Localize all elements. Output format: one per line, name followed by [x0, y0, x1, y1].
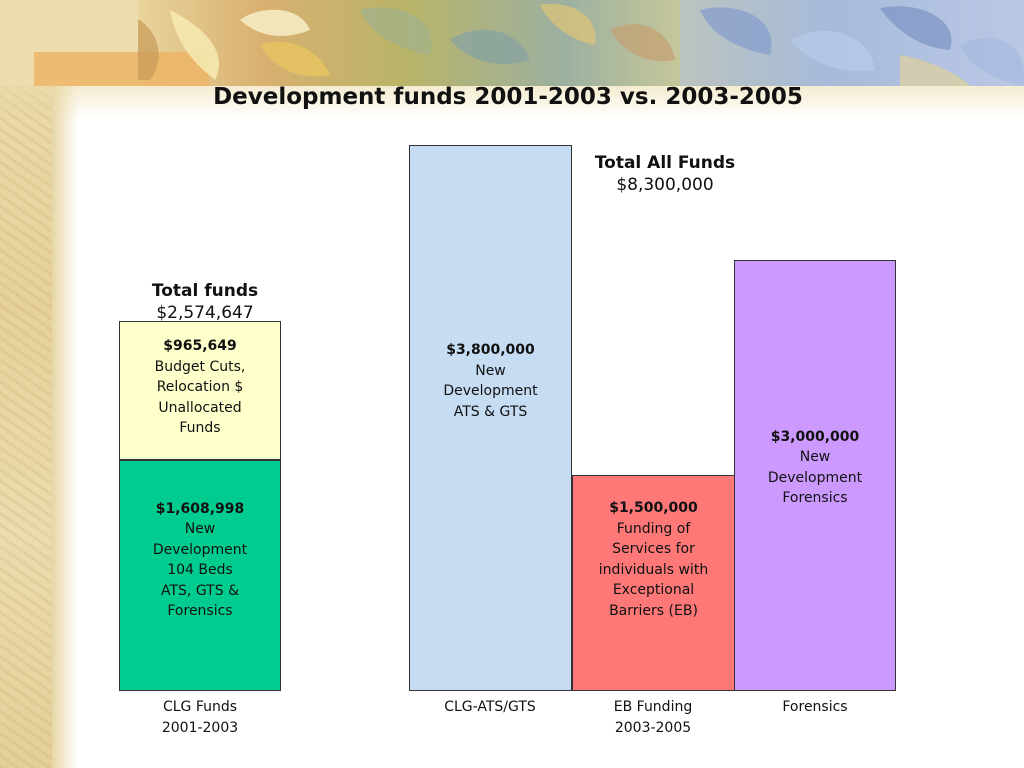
parchment-border — [0, 0, 52, 768]
bar-segment-5: $3,000,000 New Development Forensics — [734, 259, 896, 691]
bar-segment-text: $1,608,998 New Development 104 Beds ATS, … — [120, 461, 280, 622]
x-tick-label-2: CLG-ATS/GTS — [444, 699, 536, 715]
parchment-fade — [52, 0, 78, 768]
bar-segment-1: $1,608,998 New Development 104 Beds ATS, … — [119, 459, 281, 691]
data-label-description: New Development 104 Beds ATS, GTS & Fore… — [152, 521, 248, 620]
data-label-value: $965,649 — [163, 338, 237, 355]
bar-segment-2: $965,649 Budget Cuts, Relocation $ Unallo… — [119, 321, 281, 460]
data-label-description: New Development Forensics — [767, 449, 863, 507]
data-label-value: $3,000,000 — [770, 428, 860, 445]
data-label-description: New Development ATS & GTS — [443, 362, 538, 420]
total-value: $2,574,647 — [156, 303, 254, 323]
banner-fade — [0, 86, 1024, 120]
data-label-description: Budget Cuts, Relocation $ Unallocated Fu… — [154, 358, 246, 437]
data-label-value: $1,500,000 — [609, 500, 698, 517]
bar-segment-text: $3,000,000 New Development Forensics — [735, 261, 895, 509]
data-label-description: Funding of Services for individuals with… — [598, 520, 709, 619]
bar-segment-text: $965,649 Budget Cuts, Relocation $ Unallo… — [120, 322, 280, 439]
x-tick-label-1: CLG Funds 2001-2003 — [161, 699, 239, 736]
bar-segment-text: $3,800,000 New Development ATS & GTS — [410, 146, 571, 422]
total-label: Total All Funds — [594, 153, 736, 173]
total-label: Total funds — [151, 281, 259, 301]
total-annotation-1: Total funds $2,574,647 — [100, 280, 310, 324]
x-tick-label-4: Forensics — [782, 699, 848, 715]
bar-segment-3: $3,800,000 New Development ATS & GTS — [409, 145, 572, 691]
bar-segment-text: $1,500,000 Funding of Services for indivi… — [573, 476, 734, 621]
x-tick-label-3: EB Funding 2003-2005 — [613, 699, 693, 736]
total-annotation-2: Total All Funds $8,300,000 — [560, 152, 770, 196]
chart-title: Development funds 2001-2003 vs. 2003-200… — [213, 84, 803, 110]
total-value: $8,300,000 — [616, 175, 714, 195]
leaf-banner-image — [0, 0, 1024, 86]
data-label-value: $3,800,000 — [446, 342, 535, 358]
bar-segment-4: $1,500,000 Funding of Services for indivi… — [572, 475, 735, 691]
data-label-value: $1,608,998 — [155, 500, 245, 517]
